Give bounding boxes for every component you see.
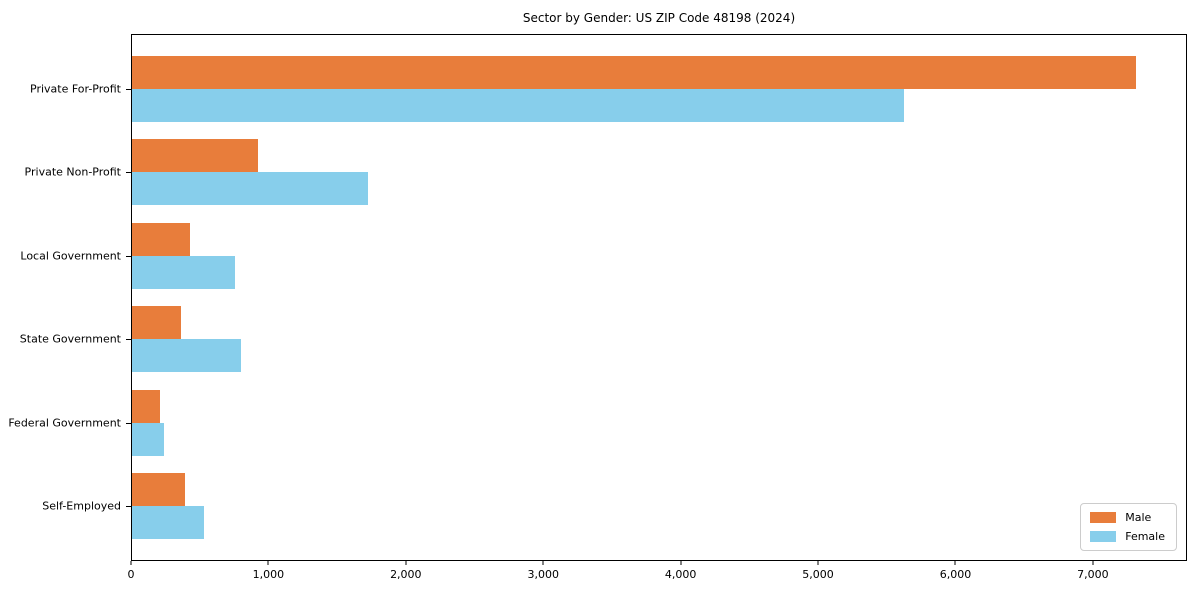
x-tick-label: 1,000 (252, 568, 285, 581)
bar-male (132, 389, 161, 423)
bar-female (132, 88, 905, 122)
y-axis-label: Federal Government (8, 416, 121, 430)
legend: Male Female (1080, 503, 1177, 551)
y-axis-label: Private For-Profit (30, 82, 121, 96)
bar-group: Private For-Profit (30, 47, 1186, 131)
x-tick-label: 6,000 (939, 568, 972, 581)
bar-male (132, 222, 191, 256)
x-tick-label: 2,000 (390, 568, 422, 581)
x-tick-mark (405, 561, 407, 565)
x-tick-label: 7,000 (1077, 568, 1109, 581)
legend-swatch (1090, 512, 1117, 523)
y-tick-mark (126, 339, 131, 341)
bar-female (132, 422, 165, 456)
y-axis-label: Local Government (20, 249, 121, 263)
bar-male (132, 473, 185, 507)
bar-group: State Government (20, 298, 1186, 382)
x-tick-mark (1092, 561, 1094, 565)
x-tick-mark (542, 561, 544, 565)
legend-item: Male (1090, 511, 1165, 524)
chart-title: Sector by Gender: US ZIP Code 48198 (202… (522, 11, 796, 25)
bar-group: Local Government (20, 214, 1186, 298)
legend-swatch (1090, 531, 1117, 542)
bar-group: Self-Employed (42, 465, 1186, 549)
bar-female (132, 339, 242, 373)
bar-group: Federal Government (8, 381, 1186, 465)
x-tick-mark (267, 561, 269, 565)
bar-group: Private Non-Profit (25, 131, 1186, 215)
bar-female (132, 172, 368, 206)
x-tick-label: 5,000 (802, 568, 834, 581)
x-tick-mark (817, 561, 819, 565)
plot-inner: Private For-Profit Private Non-Profit Loca… (8, 35, 1186, 560)
y-tick-mark (126, 506, 131, 508)
x-tick-label: 3,000 (527, 568, 559, 581)
y-axis-label: State Government (19, 332, 121, 346)
plot-area: Private For-Profit Private Non-Profit Loca… (8, 34, 1187, 561)
x-tick-mark (680, 561, 682, 565)
legend-item: Female (1090, 530, 1165, 543)
bar-female (132, 255, 235, 289)
x-tick-mark (130, 561, 132, 565)
y-tick-mark (126, 172, 131, 174)
x-tick-label: 0 (127, 568, 135, 581)
y-tick-mark (126, 88, 131, 90)
bar-male (132, 306, 182, 340)
bar-male (132, 55, 1136, 89)
x-axis: 0 1,000 2,000 3,000 4,000 5,000 6,000 7,000 (127, 561, 1187, 593)
y-tick-mark (126, 422, 131, 424)
x-tick-label: 4,000 (664, 568, 697, 581)
bar-male (132, 139, 259, 173)
legend-label: Male (1125, 511, 1152, 524)
legend-label: Female (1125, 530, 1165, 543)
y-axis-label: Private Non-Profit (24, 165, 121, 179)
y-axis-label: Self-Employed (42, 499, 121, 513)
bar-female (132, 506, 204, 540)
y-tick-mark (126, 255, 131, 257)
x-tick-mark (954, 561, 956, 565)
